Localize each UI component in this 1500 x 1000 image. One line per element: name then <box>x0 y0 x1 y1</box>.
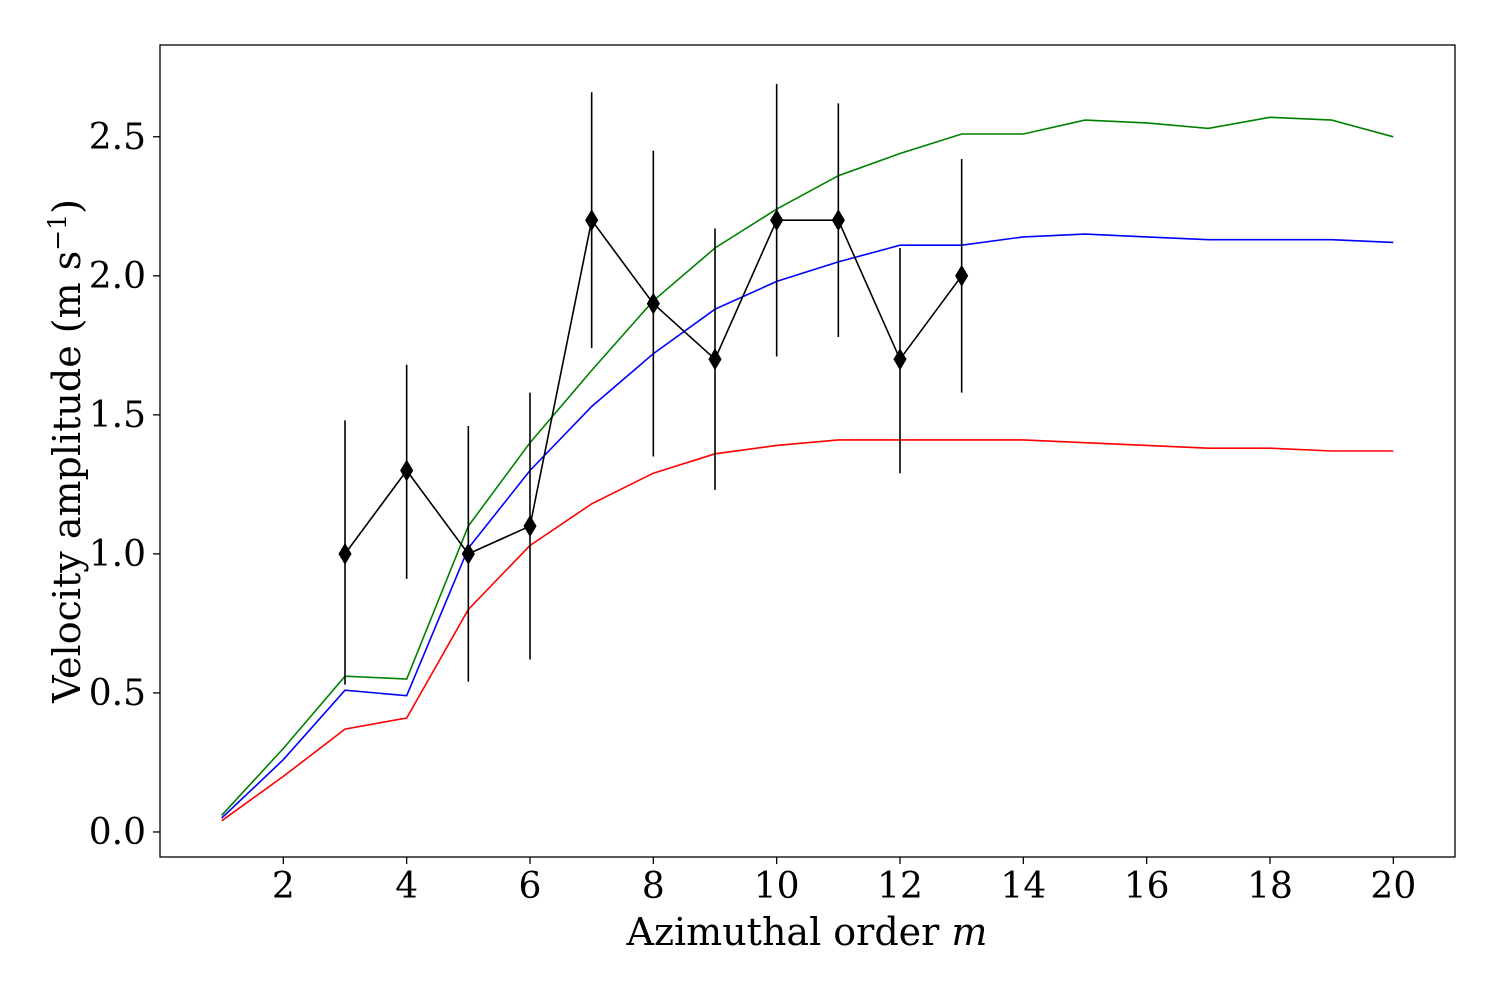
series-0 <box>221 116 1394 816</box>
x-axis-label-variable: m <box>951 910 987 954</box>
x-axis-label: Azimuthal order m <box>626 910 988 954</box>
y-tick-label: 2.0 <box>89 256 146 297</box>
x-tick-label: 18 <box>1247 866 1293 907</box>
data-point <box>400 459 414 482</box>
y-tick-label: 0.5 <box>89 673 146 714</box>
x-tick-label: 10 <box>754 866 800 907</box>
x-tick-label: 14 <box>1000 866 1046 907</box>
x-tick-label: 4 <box>395 866 418 907</box>
x-axis-ticks: 2 4 6 8 10 12 14 16 18 20 <box>272 857 1416 907</box>
y-axis-ticks: 0.0 0.5 1.0 1.5 2.0 2.5 <box>89 117 160 853</box>
x-tick-label: 20 <box>1370 866 1416 907</box>
x-tick-label: 6 <box>519 866 542 907</box>
x-tick-label: 8 <box>642 866 665 907</box>
data-point <box>955 264 969 287</box>
series-1 <box>221 233 1394 819</box>
x-tick-label: 12 <box>877 866 923 907</box>
series-3 <box>338 83 969 685</box>
y-tick-label: 0.0 <box>89 812 146 853</box>
x-tick-label: 16 <box>1124 866 1170 907</box>
series-line <box>221 116 1394 816</box>
data-point <box>338 542 352 565</box>
series-layer <box>221 83 1394 822</box>
data-point <box>461 542 475 565</box>
y-axis-label: Velocity amplitude (m s−1) <box>43 199 90 704</box>
y-tick-label: 1.0 <box>89 534 146 575</box>
data-point <box>585 209 599 232</box>
series-line <box>221 233 1394 819</box>
series-line <box>221 439 1394 822</box>
data-point <box>523 515 537 538</box>
data-point <box>893 348 907 371</box>
data-point <box>831 209 845 232</box>
data-point <box>646 292 660 315</box>
series-2 <box>221 439 1394 822</box>
data-point <box>708 348 722 371</box>
data-point <box>770 209 784 232</box>
x-tick-label: 2 <box>272 866 295 907</box>
y-tick-label: 1.5 <box>89 395 146 436</box>
plot-frame <box>159 44 1456 858</box>
y-axis-label-superscript: −1 <box>43 214 72 251</box>
y-tick-label: 2.5 <box>89 117 146 158</box>
